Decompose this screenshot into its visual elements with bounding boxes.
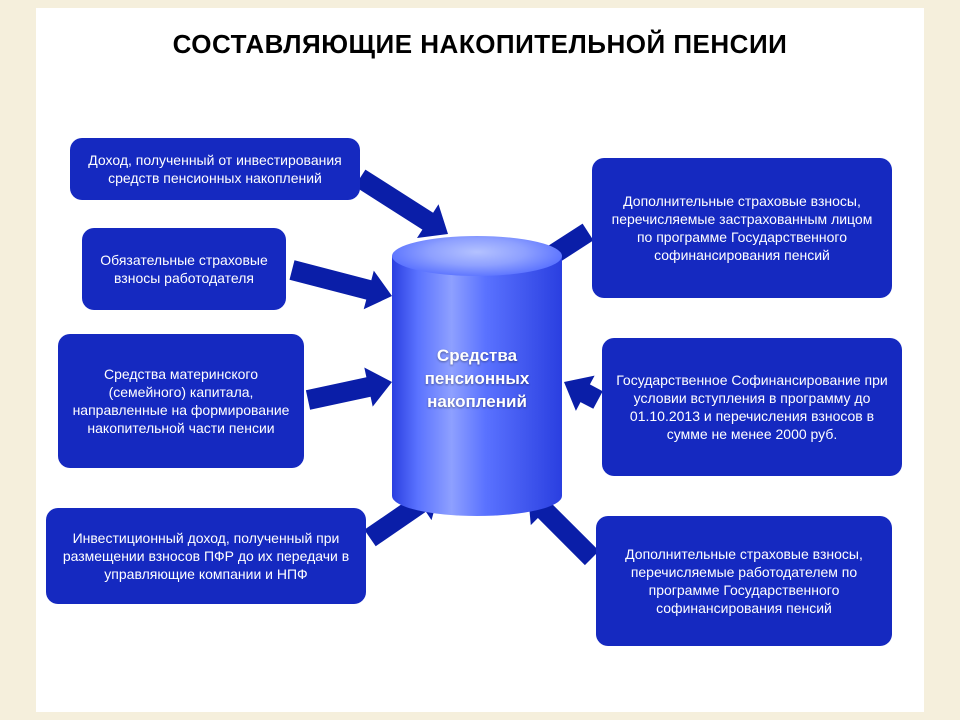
box-right-mid: Государственное Софинансирование при усл… <box>602 338 902 476</box>
page-title: СОСТАВЛЯЮЩИЕ НАКОПИТЕЛЬНОЙ ПЕНСИИ <box>36 28 924 61</box>
box-left-top: Доход, полученный от инвестирования сред… <box>70 138 360 200</box>
box-left-mid1: Обязательные страховые взносы работодате… <box>82 228 286 310</box>
box-left-mid2: Средства материнского (семейного) капита… <box>58 334 304 468</box>
cylinder: Средства пенсионных накоплений <box>392 236 562 516</box>
cylinder-top <box>392 236 562 276</box>
box-left-bot: Инвестиционный доход, полученный при раз… <box>46 508 366 604</box>
arrow-lt <box>355 170 448 238</box>
cylinder-label: Средства пенсионных накоплений <box>392 345 562 414</box>
sheet: СОСТАВЛЯЮЩИЕ НАКОПИТЕЛЬНОЙ ПЕНСИИ Средст… <box>36 8 924 712</box>
box-right-top: Дополнительные страховые взносы, перечис… <box>592 158 892 298</box>
arrow-rm <box>564 376 603 411</box>
arrow-lm2 <box>306 368 392 410</box>
arrow-lm1 <box>290 260 393 309</box>
diagram: Средства пенсионных накоплений Доход, по… <box>40 138 920 684</box>
box-right-bot: Дополнительные страховые взносы, перечис… <box>596 516 892 646</box>
